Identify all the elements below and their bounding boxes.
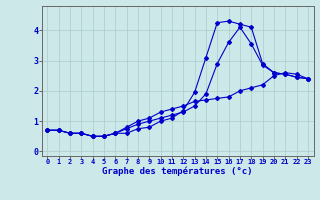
X-axis label: Graphe des températures (°c): Graphe des températures (°c) [102,167,253,176]
